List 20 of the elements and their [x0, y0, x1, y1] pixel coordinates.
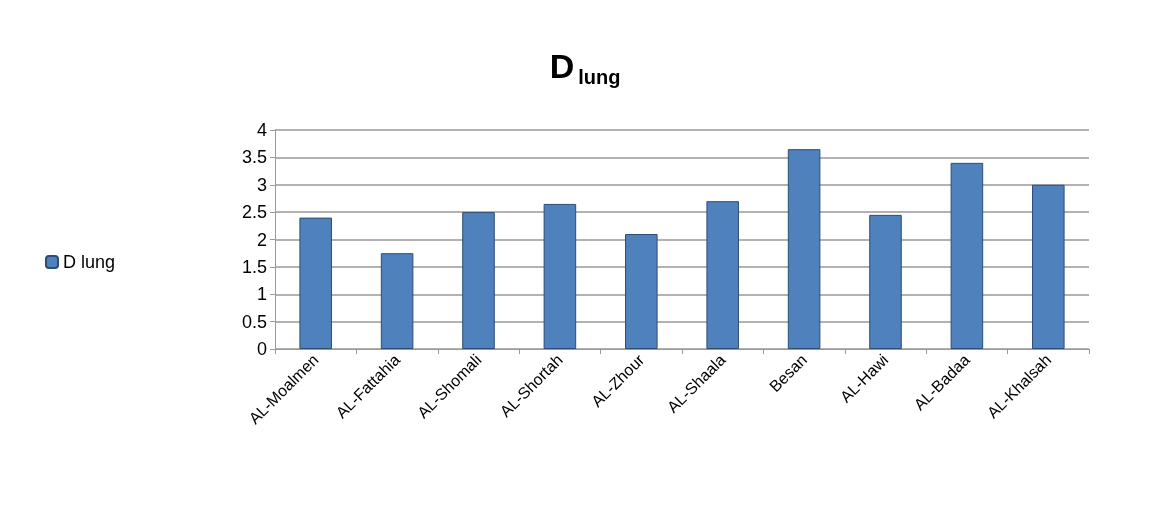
- y-tick-label: 1.5: [241, 256, 267, 277]
- bar: [706, 201, 739, 349]
- bar: [869, 214, 902, 349]
- bar: [787, 149, 821, 349]
- y-tick-label: 3: [256, 174, 267, 195]
- bar: [950, 162, 984, 349]
- bar: [543, 203, 577, 349]
- y-tick-label: 1: [256, 284, 267, 305]
- legend-label: D lung: [63, 252, 116, 272]
- y-tick-label: 3.5: [241, 147, 267, 168]
- bar: [299, 217, 332, 349]
- y-tick-label: 2.5: [241, 202, 267, 223]
- bar: [380, 253, 414, 349]
- y-tick-label: 0.5: [241, 311, 267, 332]
- y-tick-label: 0: [256, 339, 267, 359]
- y-tick-label: 4: [256, 120, 267, 140]
- bar: [625, 234, 658, 349]
- y-tick-label: 2: [256, 229, 267, 250]
- bar: [462, 212, 495, 349]
- bar: [1032, 184, 1065, 349]
